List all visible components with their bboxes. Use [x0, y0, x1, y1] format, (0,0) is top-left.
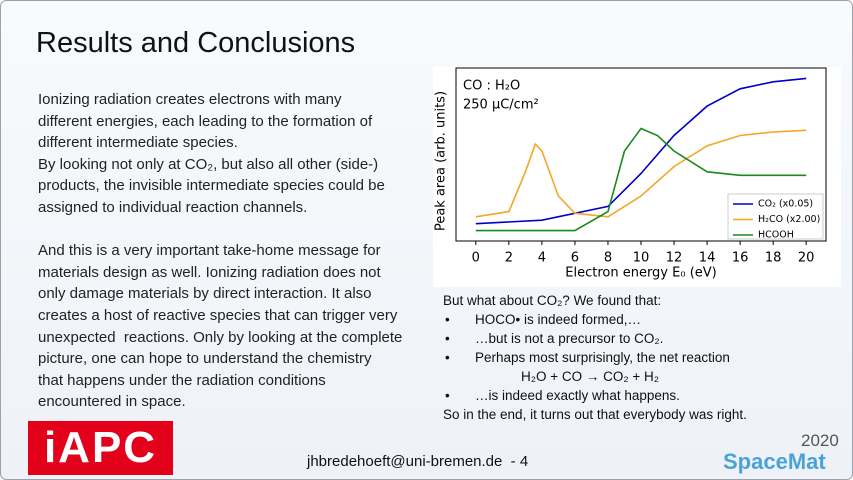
bullet-text: HOCO• is indeed formed,… — [475, 312, 642, 327]
bullet: • — [445, 312, 450, 327]
paragraph-line: that happens under the radiation conditi… — [38, 371, 326, 389]
line-series — [475, 129, 807, 218]
x-tick-label: 20 — [798, 251, 815, 266]
bullet: • — [445, 331, 450, 346]
bullet-text: Perhaps most surprisingly, the net react… — [475, 350, 730, 365]
logo: iAPC — [28, 421, 173, 475]
paragraph-line: different energies, each leading to the … — [38, 112, 373, 130]
paragraph-line: assigned to individual reaction channels… — [38, 199, 308, 216]
text-line: But what about CO₂? We found that: — [443, 293, 662, 308]
x-tick-label: 12 — [666, 251, 683, 266]
bullet-text: …is indeed exactly what happens. — [475, 388, 680, 403]
x-tick-label: 0 — [472, 251, 480, 266]
paragraph-line: creates a host of reactive species that … — [38, 307, 398, 324]
paragraph-line: By looking not only at CO₂, but also all… — [38, 155, 379, 173]
x-tick-label: 8 — [604, 251, 612, 266]
paragraph-line: And this is a very important take-home m… — [38, 242, 381, 260]
x-tick-label: 6 — [571, 251, 579, 266]
paragraph-line: Ionizing radiation creates electrons wit… — [38, 91, 342, 108]
line-series — [475, 127, 807, 232]
paragraph-line: materials design as well. Ionizing radia… — [38, 263, 381, 281]
legend-label: H₂CO (x2.00) — [758, 214, 820, 225]
legend-label: HCOOH — [758, 230, 794, 241]
y-axis-label: Peak area (arb. units) — [434, 91, 449, 231]
logo: SpaceMat — [723, 449, 826, 474]
x-tick-label: 4 — [538, 251, 546, 266]
x-tick-label: 2 — [505, 251, 513, 266]
bullet: • — [445, 388, 450, 403]
x-tick-label: 10 — [633, 251, 650, 266]
line-series — [475, 77, 807, 225]
annotation: CO : H₂O — [463, 79, 520, 94]
slide-title: Results and Conclusions — [36, 27, 356, 59]
paragraph-line: different intermediate species. — [38, 134, 238, 152]
x-tick-label: 16 — [732, 251, 749, 266]
x-axis-label: Electron energy E₀ (eV) — [565, 266, 716, 281]
bullet-text: …but is not a precursor to CO₂. — [475, 331, 664, 346]
logo-year: 2020 — [801, 431, 839, 450]
equation: H₂O + CO → CO₂ + H₂ — [521, 369, 659, 384]
paragraph-line: unexpected reactions. Only by looking at… — [38, 328, 403, 346]
paragraph-line: picture, one can hope to understand the … — [38, 350, 372, 368]
x-tick-label: 14 — [699, 251, 716, 266]
text-line: So in the end, it turns out that everybo… — [443, 407, 747, 422]
paragraph-line: products, the invisible intermediate spe… — [38, 177, 385, 195]
annotation: 250 µC/cm² — [463, 98, 539, 113]
paragraph-line: only damage materials by direct interact… — [38, 285, 372, 303]
paragraph-line: encountered in space. — [38, 393, 186, 411]
bullet: • — [445, 350, 450, 365]
legend-label: CO₂ (x0.05) — [758, 199, 813, 210]
x-tick-label: 18 — [765, 251, 782, 266]
footer: jhbredehoeft@uni-bremen.de - 4 — [307, 453, 529, 470]
legend — [727, 193, 824, 240]
